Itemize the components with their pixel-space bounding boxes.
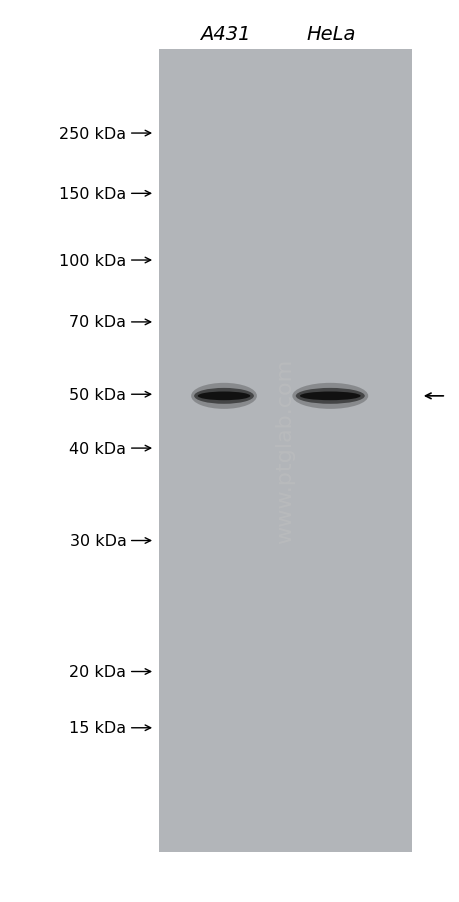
- Text: 40 kDa: 40 kDa: [69, 441, 126, 456]
- Ellipse shape: [194, 389, 253, 404]
- Text: 50 kDa: 50 kDa: [69, 387, 126, 402]
- Ellipse shape: [295, 389, 364, 404]
- Text: 250 kDa: 250 kDa: [59, 126, 126, 142]
- Text: 20 kDa: 20 kDa: [69, 664, 126, 679]
- Ellipse shape: [292, 383, 368, 410]
- Ellipse shape: [190, 383, 256, 410]
- Text: HeLa: HeLa: [306, 25, 355, 44]
- Ellipse shape: [299, 392, 360, 400]
- Text: 150 kDa: 150 kDa: [59, 187, 126, 202]
- Text: 70 kDa: 70 kDa: [69, 315, 126, 330]
- Text: 30 kDa: 30 kDa: [69, 533, 126, 548]
- Text: 100 kDa: 100 kDa: [59, 253, 126, 268]
- Text: www.ptglab.com: www.ptglab.com: [274, 358, 295, 544]
- Text: A431: A431: [200, 25, 250, 44]
- Text: 15 kDa: 15 kDa: [69, 721, 126, 735]
- Bar: [158, 50, 411, 852]
- Ellipse shape: [197, 392, 250, 400]
